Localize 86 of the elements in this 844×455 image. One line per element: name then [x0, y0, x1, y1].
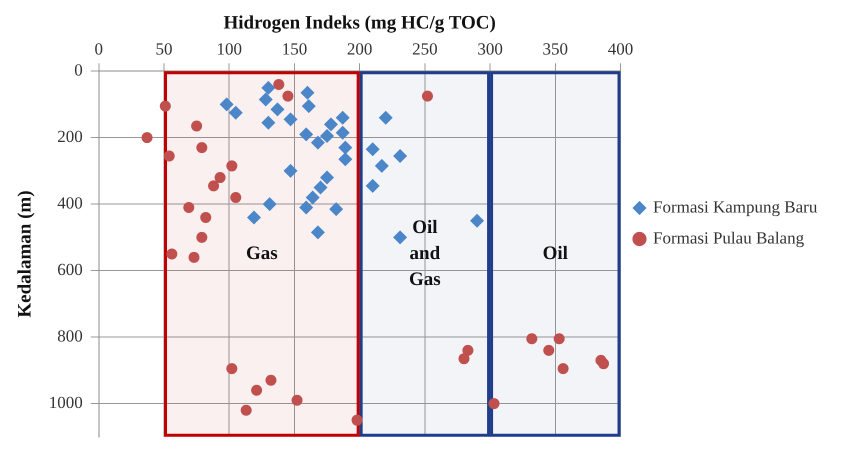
point: [336, 126, 350, 140]
point: [251, 384, 262, 396]
x-tick-label: 200: [346, 39, 372, 58]
point: [336, 110, 350, 125]
band-label: Oil: [542, 242, 568, 264]
point: [338, 152, 352, 166]
point: [142, 132, 153, 144]
point: [292, 394, 303, 406]
point: [270, 102, 284, 116]
point: [374, 158, 389, 173]
x-tick-label: 400: [608, 39, 634, 58]
point: [598, 358, 610, 370]
point: [306, 190, 320, 204]
point: [196, 142, 208, 154]
point: [247, 210, 262, 224]
point: [393, 148, 408, 163]
point: [310, 136, 325, 150]
y-tick-label: 600: [57, 260, 83, 280]
point: [366, 142, 380, 156]
y-tick-label: 800: [57, 326, 83, 346]
point: [300, 86, 314, 100]
point: [462, 344, 474, 356]
point: [273, 78, 284, 90]
point: [258, 92, 273, 106]
point: [338, 140, 352, 155]
point: [214, 172, 226, 184]
point: [196, 232, 208, 243]
point: [240, 404, 252, 416]
x-tick-label: 0: [94, 39, 104, 58]
point: [352, 414, 363, 426]
x-axis-title: Hidrogen Indeks (mg HC/g TOC): [223, 12, 496, 34]
point: [284, 112, 298, 126]
point: [183, 202, 194, 213]
band-label: Gas: [246, 242, 278, 264]
point: [188, 252, 200, 263]
x-tick-label: 100: [216, 39, 242, 58]
point: [261, 116, 276, 130]
y-tick-label: 1000: [48, 393, 83, 412]
x-tick-label: 350: [542, 39, 568, 58]
x-tick-label: 250: [412, 39, 438, 58]
point: [378, 110, 393, 125]
point: [226, 160, 238, 172]
point: [422, 90, 433, 102]
y-tick-label: 200: [57, 127, 83, 146]
band-label: Oil and Gas: [409, 216, 441, 290]
point: [366, 178, 380, 193]
legend-label: Formasi Pulau Balang: [653, 228, 805, 248]
point: [284, 164, 298, 178]
point: [160, 100, 171, 112]
point: [220, 97, 234, 112]
point: [302, 99, 316, 114]
legend-label: Formasi Kampung Baru: [653, 197, 818, 216]
point: [228, 106, 243, 120]
x-tick-label: 150: [282, 39, 308, 58]
point: [310, 225, 325, 240]
point: [265, 374, 276, 386]
point: [393, 230, 408, 244]
y-axis-title: Kedalaman (m): [14, 190, 36, 318]
point: [314, 180, 328, 195]
point: [470, 214, 484, 228]
point: [320, 129, 334, 144]
point: [166, 248, 178, 260]
point: [543, 344, 554, 356]
point: [558, 363, 569, 374]
point: [282, 90, 294, 102]
point: [554, 333, 565, 344]
point: [299, 127, 314, 142]
y-tick-label: 0: [74, 60, 83, 80]
x-tick-label: 50: [156, 39, 173, 58]
point: [164, 150, 175, 162]
point: [191, 120, 202, 132]
point: [320, 170, 334, 185]
point: [208, 180, 220, 192]
point: [230, 192, 242, 203]
point: [488, 398, 500, 410]
point: [526, 333, 538, 344]
point: [329, 202, 344, 216]
y-tick-label: 400: [57, 194, 83, 213]
point: [262, 197, 277, 212]
point: [299, 200, 314, 214]
x-tick-label: 300: [477, 39, 503, 58]
point: [324, 117, 338, 132]
point: [261, 80, 276, 95]
point: [458, 353, 470, 364]
point: [200, 212, 212, 223]
point: [226, 363, 238, 374]
